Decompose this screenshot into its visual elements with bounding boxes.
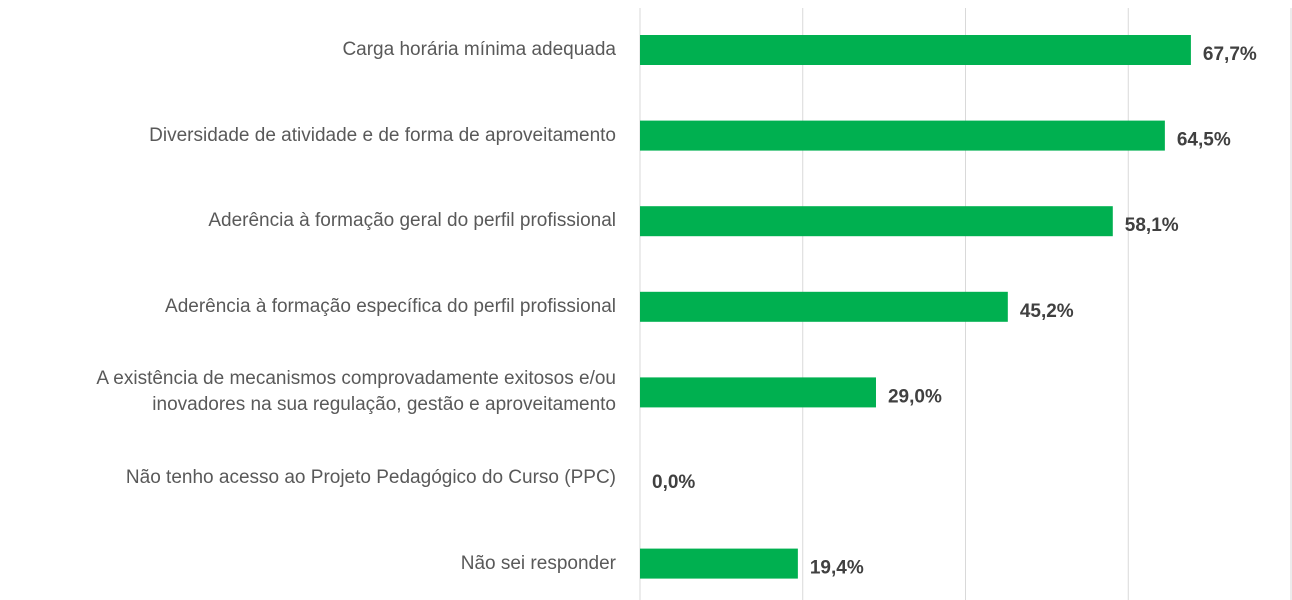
category-label: Carga horária mínima adequada bbox=[342, 39, 616, 60]
bar bbox=[640, 206, 1113, 237]
value-label: 45,2% bbox=[1020, 301, 1074, 322]
category-label: Não sei responder bbox=[460, 552, 616, 574]
category-label: Diversidade de atividade e de forma de a… bbox=[149, 124, 616, 146]
value-label: 29,0% bbox=[888, 386, 942, 407]
value-label: 64,5% bbox=[1177, 130, 1231, 151]
category-label: Aderência à formação específica do perfi… bbox=[165, 295, 616, 317]
value-label: 67,7% bbox=[1203, 44, 1257, 65]
value-label: 19,4% bbox=[810, 558, 864, 579]
category-label: Aderência à formação geral do perfil pro… bbox=[208, 210, 616, 232]
bar bbox=[640, 291, 1008, 322]
bar bbox=[640, 377, 876, 408]
category-label: A existência de mecanismos comprovadamen… bbox=[96, 368, 616, 416]
value-label: 0,0% bbox=[652, 472, 695, 493]
bar bbox=[640, 120, 1165, 151]
bar bbox=[640, 35, 1191, 65]
bar bbox=[640, 548, 798, 579]
value-label: 58,1% bbox=[1125, 215, 1179, 236]
category-label: Não tenho acesso ao Projeto Pedagógico d… bbox=[125, 467, 616, 488]
